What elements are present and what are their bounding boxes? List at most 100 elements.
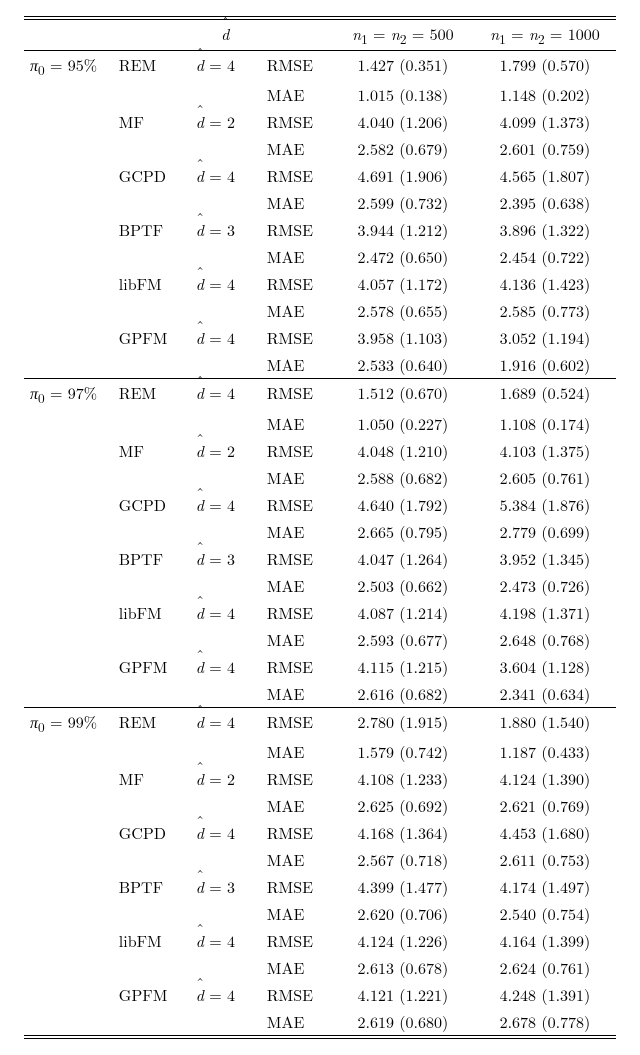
metric-name: MAE	[261, 626, 332, 653]
value-1000: 2.624 (0.761)	[474, 954, 616, 981]
pi-empty	[24, 572, 113, 599]
method-name: MF	[113, 765, 190, 792]
dhat-value: dˆ = 3	[190, 216, 261, 243]
pi-empty	[24, 738, 113, 765]
table-row: MAE1.050 (0.227)1.108 (0.174)	[24, 410, 616, 437]
metric-name: RMSE	[261, 819, 332, 846]
method-name: GCPD	[113, 491, 190, 518]
dhat-value: dˆ = 4	[190, 162, 261, 189]
value-500: 2.625 (0.692)	[332, 792, 474, 819]
metric-name: MAE	[261, 243, 332, 270]
pi-empty	[24, 927, 113, 954]
metric-name: RMSE	[261, 324, 332, 351]
table-row: GPFMdˆ = 4RMSE3.958 (1.103)3.052 (1.194)	[24, 324, 616, 351]
method-name	[113, 518, 190, 545]
metric-name: RMSE	[261, 51, 332, 82]
results-table: dˆn1 = n2 = 500n1 = n2 = 1000π0 = 95%REM…	[24, 16, 616, 1039]
header-n500: n1 = n2 = 500	[332, 20, 474, 51]
table-row: MFdˆ = 2RMSE4.040 (1.206)4.099 (1.373)	[24, 108, 616, 135]
pi-empty	[24, 981, 113, 1008]
table-row: MFdˆ = 2RMSE4.048 (1.210)4.103 (1.375)	[24, 437, 616, 464]
value-1000: 1.880 (1.540)	[474, 707, 616, 738]
value-500: 1.579 (0.742)	[332, 738, 474, 765]
value-1000: 4.099 (1.373)	[474, 108, 616, 135]
value-500: 4.121 (1.221)	[332, 981, 474, 1008]
value-1000: 2.678 (0.778)	[474, 1008, 616, 1036]
dhat-value: dˆ = 4	[190, 491, 261, 518]
metric-name: MAE	[261, 1008, 332, 1036]
metric-name: MAE	[261, 738, 332, 765]
value-1000: 1.187 (0.433)	[474, 738, 616, 765]
header-empty	[113, 20, 190, 51]
value-1000: 2.540 (0.754)	[474, 900, 616, 927]
method-name: GCPD	[113, 162, 190, 189]
rule	[261, 1038, 332, 1039]
method-name: BPTF	[113, 216, 190, 243]
method-name: REM	[113, 379, 190, 410]
pi-empty	[24, 765, 113, 792]
metric-name: RMSE	[261, 379, 332, 410]
pi-empty	[24, 189, 113, 216]
dhat-value: dˆ = 4	[190, 927, 261, 954]
table-row: MAE2.472 (0.650)2.454 (0.722)	[24, 243, 616, 270]
value-500: 1.427 (0.351)	[332, 51, 474, 82]
value-1000: 2.341 (0.634)	[474, 680, 616, 708]
metric-name: MAE	[261, 792, 332, 819]
value-1000: 4.248 (1.391)	[474, 981, 616, 1008]
table-row: π0 = 95%REMdˆ = 4RMSE1.427 (0.351)1.799 …	[24, 51, 616, 82]
value-500: 2.665 (0.795)	[332, 518, 474, 545]
value-500: 1.015 (0.138)	[332, 81, 474, 108]
value-500: 4.057 (1.172)	[332, 270, 474, 297]
metric-name: RMSE	[261, 216, 332, 243]
metric-name: MAE	[261, 135, 332, 162]
value-1000: 4.565 (1.807)	[474, 162, 616, 189]
method-name	[113, 680, 190, 708]
pi-empty	[24, 81, 113, 108]
value-1000: 4.103 (1.375)	[474, 437, 616, 464]
value-1000: 2.473 (0.726)	[474, 572, 616, 599]
table-row: MAE2.533 (0.640)1.916 (0.602)	[24, 351, 616, 379]
value-500: 4.108 (1.233)	[332, 765, 474, 792]
header-empty	[261, 20, 332, 51]
value-500: 4.040 (1.206)	[332, 108, 474, 135]
table-row: MFdˆ = 2RMSE4.108 (1.233)4.124 (1.390)	[24, 765, 616, 792]
rule	[474, 1038, 616, 1039]
value-500: 4.124 (1.226)	[332, 927, 474, 954]
value-500: 2.613 (0.678)	[332, 954, 474, 981]
pi-empty	[24, 518, 113, 545]
value-500: 4.115 (1.215)	[332, 653, 474, 680]
value-500: 2.472 (0.650)	[332, 243, 474, 270]
metric-name: RMSE	[261, 162, 332, 189]
rule	[24, 1038, 113, 1039]
metric-name: MAE	[261, 81, 332, 108]
pi-empty	[24, 410, 113, 437]
pi-label: π0 = 99%	[24, 707, 113, 738]
value-1000: 3.896 (1.322)	[474, 216, 616, 243]
dhat-value: dˆ = 2	[190, 765, 261, 792]
value-500: 4.640 (1.792)	[332, 491, 474, 518]
value-1000: 1.799 (0.570)	[474, 51, 616, 82]
table-row: MAE2.665 (0.795)2.779 (0.699)	[24, 518, 616, 545]
method-name: libFM	[113, 270, 190, 297]
method-name: REM	[113, 707, 190, 738]
table-row: libFMdˆ = 4RMSE4.124 (1.226)4.164 (1.399…	[24, 927, 616, 954]
table-row: MAE2.616 (0.682)2.341 (0.634)	[24, 680, 616, 708]
header-empty	[24, 20, 113, 51]
dhat-value: dˆ = 4	[190, 653, 261, 680]
method-name	[113, 846, 190, 873]
table-row: MAE2.599 (0.732)2.395 (0.638)	[24, 189, 616, 216]
value-500: 1.512 (0.670)	[332, 379, 474, 410]
table-row: BPTFdˆ = 3RMSE4.047 (1.264)3.952 (1.345)	[24, 545, 616, 572]
metric-name: RMSE	[261, 927, 332, 954]
pi-empty	[24, 954, 113, 981]
method-name: GPFM	[113, 981, 190, 1008]
value-500: 4.691 (1.906)	[332, 162, 474, 189]
metric-name: MAE	[261, 846, 332, 873]
table-row: π0 = 99%REMdˆ = 4RMSE2.780 (1.915)1.880 …	[24, 707, 616, 738]
value-500: 2.567 (0.718)	[332, 846, 474, 873]
method-name: REM	[113, 51, 190, 82]
value-1000: 4.453 (1.680)	[474, 819, 616, 846]
metric-name: RMSE	[261, 545, 332, 572]
method-name	[113, 410, 190, 437]
value-500: 2.593 (0.677)	[332, 626, 474, 653]
